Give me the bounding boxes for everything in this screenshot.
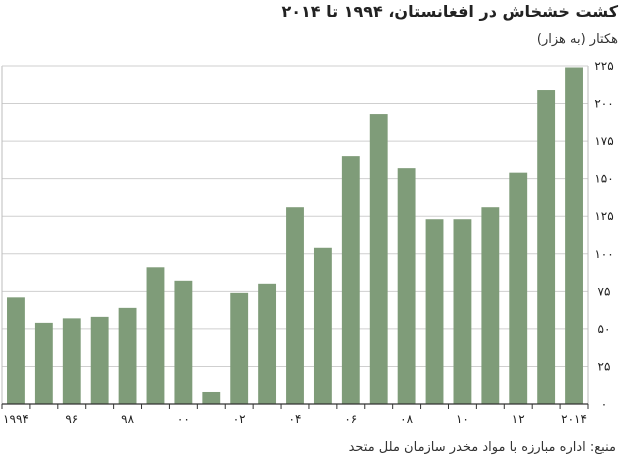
source-note: منبع: اداره مبارزه با مواد مخدر سازمان م… [348, 440, 616, 455]
bar [7, 297, 25, 404]
x-tick-label: ۰۸ [400, 412, 413, 426]
bar [146, 267, 165, 404]
x-tick-label: ۰۴ [289, 412, 302, 426]
bar [258, 283, 277, 404]
y-tick-label: ۱۲۵ [594, 209, 613, 223]
y-axis-unit-label: هکتار (به هزار) [536, 32, 618, 47]
x-tick-label: ۰۲ [233, 412, 246, 426]
x-tick-label: ۰۰ [177, 412, 190, 426]
chart-title: کشت خشخاش در افغانستان، ۱۹۹۴ تا ۲۰۱۴ [281, 2, 619, 21]
y-tick-label: ۰ [601, 397, 607, 411]
bar [90, 316, 109, 404]
y-tick-label: ۱۷۵ [594, 134, 613, 148]
bar [509, 172, 528, 404]
bar [425, 219, 444, 404]
bar [62, 318, 81, 404]
bars [7, 67, 583, 405]
y-tick-label: ۱۰۰ [594, 247, 613, 261]
y-tick-label: ۱۵۰ [594, 172, 613, 186]
bar [202, 391, 221, 404]
x-tick-label: ۹۶ [65, 412, 78, 426]
y-tick-label: ۲۵ [598, 359, 611, 373]
x-tick-labels: ۱۹۹۴ ۹۶ ۹۸ ۰۰ ۰۲ ۰۴ ۰۶ ۰۸ ۱۰ ۱۲ ۲۰۱۴ [3, 412, 587, 426]
bar [369, 114, 388, 405]
bar [230, 292, 249, 404]
bar [453, 219, 472, 404]
bar [565, 67, 583, 404]
y-tick-label: ۵۰ [598, 322, 611, 336]
bar [34, 322, 53, 404]
x-tick-label: ۱۰ [456, 412, 469, 426]
bar [286, 207, 304, 404]
x-tick-label: ۱۲ [512, 412, 525, 426]
bar [537, 90, 556, 404]
bar [118, 307, 137, 404]
bar [397, 168, 416, 404]
x-tick-label: ۹۸ [121, 412, 134, 426]
bar [481, 207, 500, 404]
x-tick-label: ۱۹۹۴ [3, 412, 29, 426]
bar [313, 247, 332, 404]
x-tick-label: ۰۶ [344, 412, 357, 426]
y-tick-labels: ۰ ۲۵ ۵۰ ۷۵ ۱۰۰ ۱۲۵ ۱۵۰ ۱۷۵ ۲۰۰ ۲۲۵ [594, 59, 613, 411]
bar [174, 280, 193, 404]
y-tick-label: ۷۵ [598, 284, 611, 298]
axes [1, 65, 589, 409]
y-tick-label: ۲۲۵ [594, 59, 613, 73]
x-tick-label: ۲۰۱۴ [561, 412, 587, 426]
y-tick-label: ۲۰۰ [594, 97, 613, 111]
bar [341, 156, 360, 404]
